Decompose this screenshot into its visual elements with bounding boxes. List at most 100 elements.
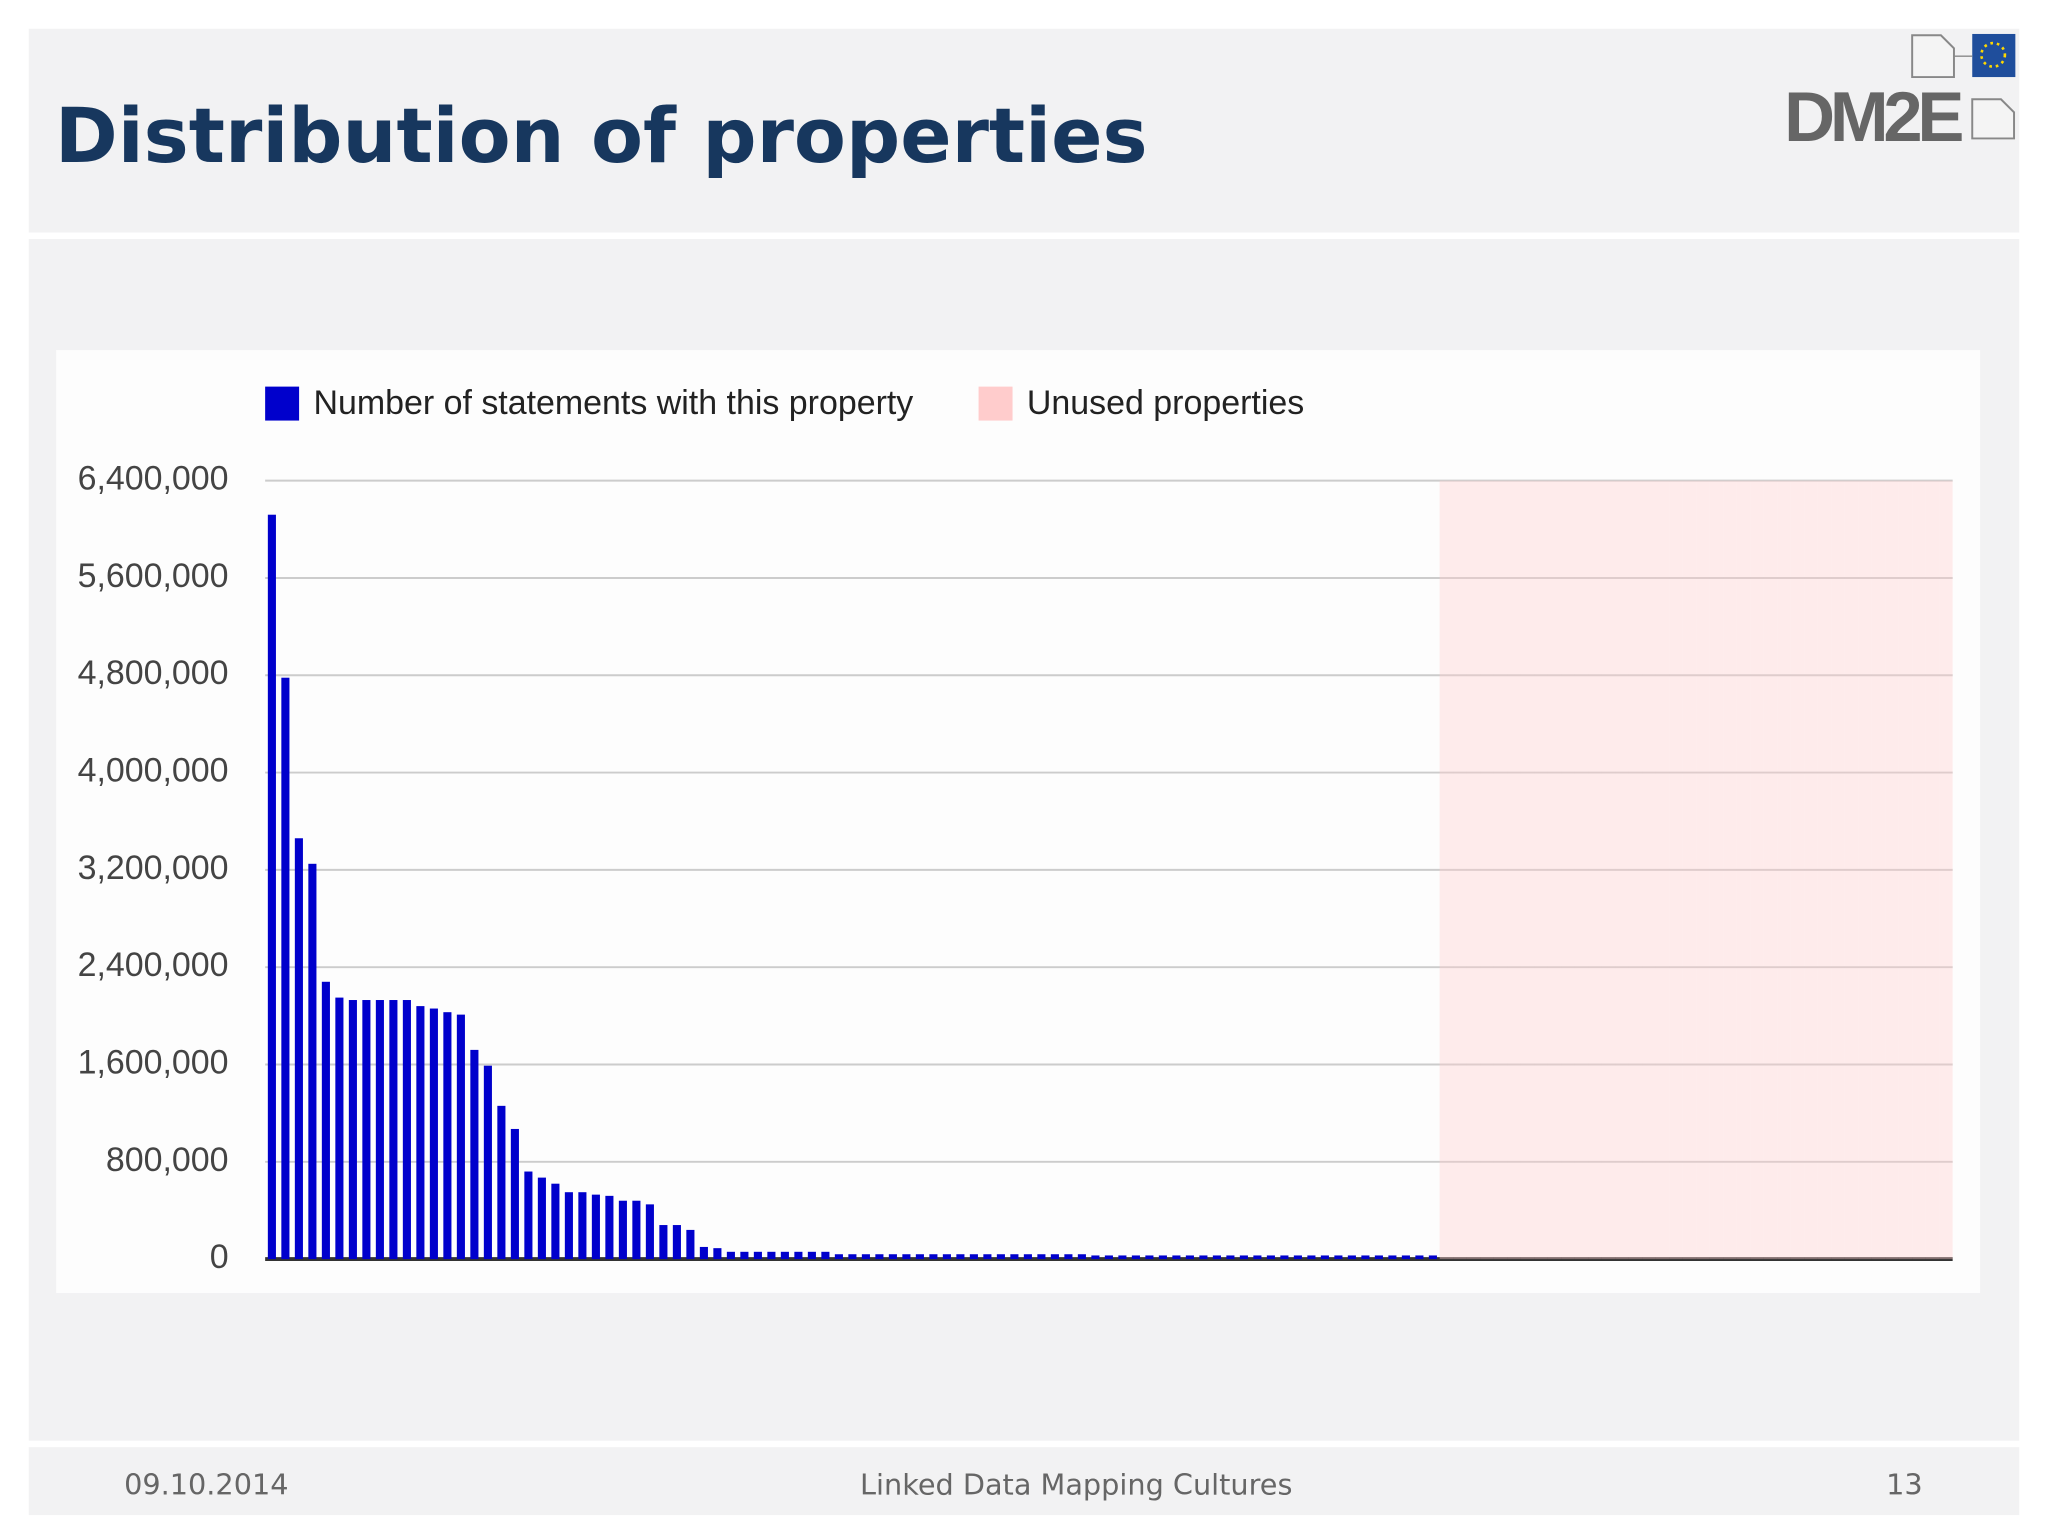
bar xyxy=(767,1251,776,1260)
unused-band xyxy=(1601,480,1616,1260)
bar xyxy=(335,997,344,1260)
unused-band xyxy=(1885,480,1899,1260)
unused-band xyxy=(1588,480,1602,1260)
bar xyxy=(996,1254,1005,1260)
unused-band xyxy=(1493,480,1508,1260)
bar xyxy=(1347,1255,1356,1260)
bar xyxy=(780,1251,789,1260)
unused-band xyxy=(1628,480,1643,1260)
bar xyxy=(1064,1254,1073,1260)
bar xyxy=(483,1065,492,1260)
bar xyxy=(1091,1255,1100,1260)
unused-band xyxy=(1709,480,1724,1260)
unused-band xyxy=(1615,480,1629,1260)
bar xyxy=(848,1254,857,1260)
bar xyxy=(1266,1255,1275,1260)
unused-band xyxy=(1858,480,1872,1260)
unused-band xyxy=(1777,480,1791,1260)
bar xyxy=(942,1254,951,1260)
unused-band xyxy=(1669,480,1683,1260)
unused-band xyxy=(1912,480,1926,1260)
bar xyxy=(267,514,276,1260)
unused-band xyxy=(1561,480,1575,1260)
bar xyxy=(1239,1255,1248,1260)
bar xyxy=(429,1008,438,1260)
unused-band xyxy=(1939,480,1953,1260)
bar xyxy=(956,1254,965,1260)
unused-band xyxy=(1817,480,1832,1260)
unused-band xyxy=(1682,480,1697,1260)
bar xyxy=(348,1000,357,1260)
y-tick-label: 4,800,000 xyxy=(78,654,229,692)
bar xyxy=(875,1254,884,1260)
bar xyxy=(983,1254,992,1260)
y-tick-label: 0 xyxy=(210,1238,229,1276)
bar xyxy=(308,863,317,1260)
bar xyxy=(402,1000,411,1260)
bar xyxy=(699,1246,708,1260)
bar xyxy=(1320,1255,1329,1260)
bar xyxy=(1280,1255,1289,1260)
y-tick-label: 6,400,000 xyxy=(78,460,229,498)
bar xyxy=(1253,1255,1262,1260)
bar xyxy=(591,1194,600,1260)
bar xyxy=(1118,1255,1127,1260)
bar xyxy=(1388,1255,1397,1260)
bar xyxy=(618,1200,627,1260)
bar xyxy=(389,1000,398,1260)
bar xyxy=(1334,1255,1343,1260)
bar xyxy=(375,1000,384,1260)
bar xyxy=(726,1251,735,1260)
bar xyxy=(713,1248,722,1260)
unused-band xyxy=(1696,480,1710,1260)
bar xyxy=(470,1049,479,1260)
unused-band xyxy=(1804,480,1818,1260)
bar xyxy=(1145,1255,1154,1260)
footer-date: 09.10.2014 xyxy=(124,1467,288,1501)
page-number: 13 xyxy=(1886,1467,1923,1501)
bar xyxy=(605,1195,614,1260)
bar xyxy=(551,1183,560,1260)
unused-band xyxy=(1439,480,1454,1260)
unused-band xyxy=(1507,480,1521,1260)
y-tick-label: 4,000,000 xyxy=(78,752,229,790)
bar xyxy=(578,1192,587,1260)
unused-band xyxy=(1547,480,1562,1260)
bar xyxy=(686,1229,695,1260)
legend-swatch xyxy=(265,386,300,421)
unused-band xyxy=(1655,480,1670,1260)
unused-band xyxy=(1844,480,1859,1260)
bar xyxy=(929,1254,938,1260)
bar xyxy=(1307,1255,1316,1260)
bar xyxy=(1361,1255,1370,1260)
bar xyxy=(443,1012,452,1260)
unused-band xyxy=(1466,480,1481,1260)
bar xyxy=(294,838,303,1260)
chart: Number of statements with this property U… xyxy=(78,384,1953,1276)
bar xyxy=(1199,1255,1208,1260)
bar xyxy=(1293,1255,1302,1260)
y-tick-label: 800,000 xyxy=(106,1141,229,1179)
bar xyxy=(915,1254,924,1260)
unused-band xyxy=(1831,480,1845,1260)
unused-band xyxy=(1453,480,1467,1260)
bar xyxy=(861,1254,870,1260)
bar xyxy=(794,1251,803,1260)
footer-title: Linked Data Mapping Cultures xyxy=(860,1467,1292,1501)
y-tick-label: 1,600,000 xyxy=(78,1043,229,1081)
unused-band xyxy=(1871,480,1886,1260)
bar xyxy=(632,1200,641,1260)
bar xyxy=(645,1204,654,1260)
bar xyxy=(807,1251,816,1260)
bar xyxy=(1401,1255,1410,1260)
bar xyxy=(456,1014,465,1260)
bar xyxy=(510,1128,519,1260)
unused-band xyxy=(1750,480,1764,1260)
bar xyxy=(564,1192,573,1260)
bar xyxy=(672,1225,681,1260)
y-tick-label: 5,600,000 xyxy=(78,557,229,595)
bar xyxy=(1037,1254,1046,1260)
bar xyxy=(362,1000,371,1260)
bar xyxy=(1172,1255,1181,1260)
